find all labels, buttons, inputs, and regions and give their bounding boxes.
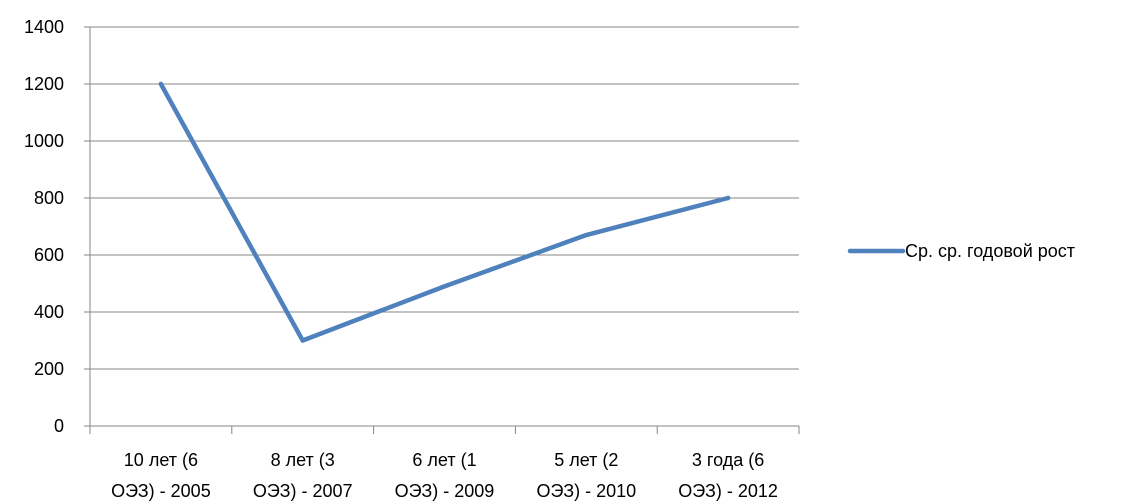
legend-label: Ср. ср. годовой рост: [905, 241, 1075, 261]
y-tick-label: 600: [34, 245, 64, 265]
y-tick-label: 0: [54, 416, 64, 436]
x-tick-label: ОЭЗ) - 2012: [678, 481, 778, 501]
y-tick-label: 800: [34, 188, 64, 208]
x-tick-label: 6 лет (1: [412, 450, 476, 470]
y-tick-label: 200: [34, 359, 64, 379]
data-point: [300, 338, 305, 343]
y-tick-label: 1000: [24, 131, 64, 151]
y-tick-label: 1400: [24, 17, 64, 37]
x-tick-label: 5 лет (2: [554, 450, 618, 470]
axes: [84, 26, 800, 434]
y-tick-label: 1200: [24, 74, 64, 94]
x-tick-label: ОЭЗ) - 2007: [253, 481, 353, 501]
x-tick-label: ОЭЗ) - 2009: [395, 481, 495, 501]
x-tick-label: 3 года (6: [692, 450, 764, 470]
y-tick-labels: 0 200 400 600 800 1000 1200 1400: [24, 17, 64, 436]
y-tick-label: 400: [34, 302, 64, 322]
data-point: [584, 232, 589, 238]
x-tick-label: 8 лет (3: [271, 450, 335, 470]
data-point: [442, 284, 447, 289]
x-tick-label: ОЭЗ) - 2010: [536, 481, 636, 501]
x-tick-label: 10 лет (6: [124, 450, 198, 470]
series-lines: [158, 81, 731, 343]
data-point: [725, 195, 731, 201]
gridlines: [90, 26, 799, 370]
x-tick-label: ОЭЗ) - 2005: [111, 481, 211, 501]
x-tick-labels: 10 лет (6 ОЭЗ) - 2005 8 лет (3 ОЭЗ) - 2007 6…: [111, 450, 778, 501]
legend: Ср. ср. годовой рост: [847, 241, 1075, 261]
series-line: [158, 81, 731, 343]
data-point: [158, 81, 164, 87]
